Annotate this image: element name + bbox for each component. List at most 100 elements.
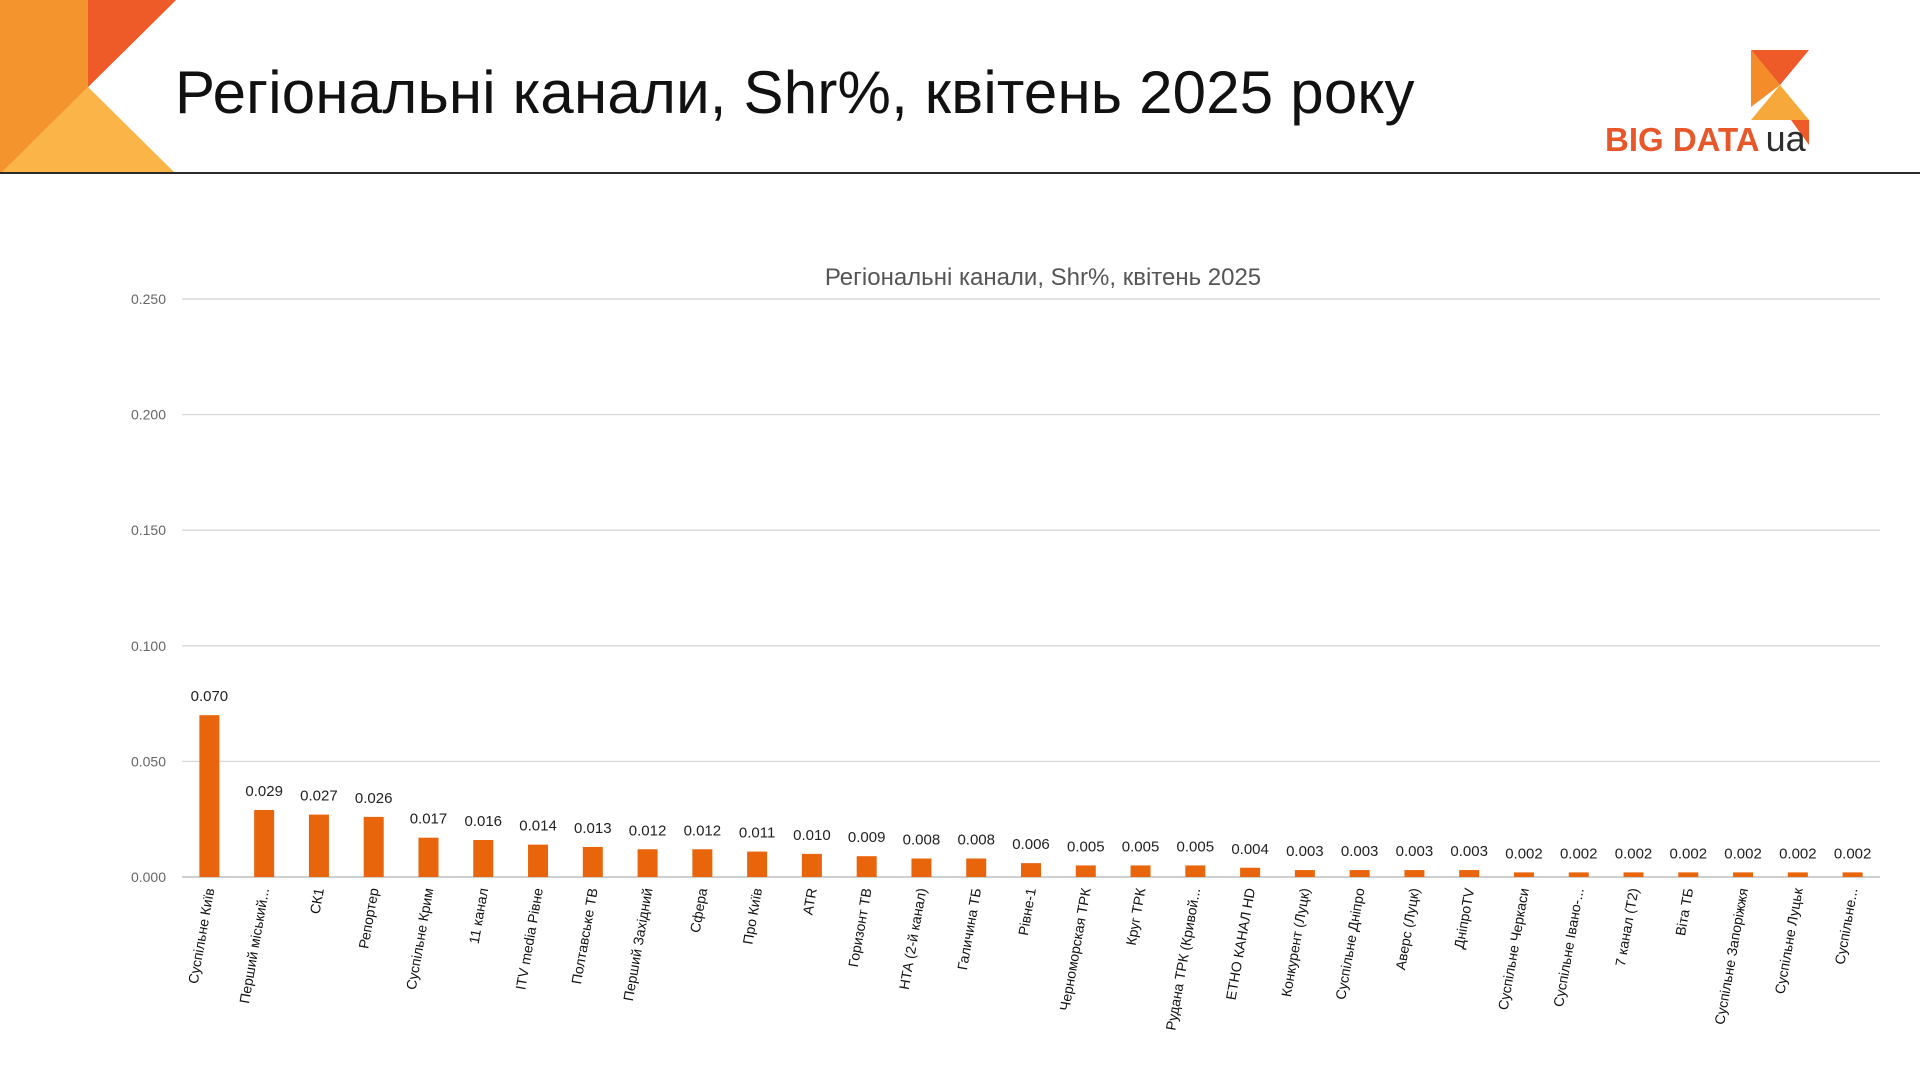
data-label: 0.003 <box>1396 843 1434 860</box>
bar <box>856 856 877 877</box>
x-tick-label: Черноморская ТРК <box>1056 886 1093 1012</box>
x-tick-label: Суспільне Запоріжжя <box>1711 887 1751 1026</box>
bar <box>1733 872 1754 877</box>
x-tick-label: ЕТНО КАНАЛ HD <box>1223 887 1258 1001</box>
x-tick-label: Перший Західний <box>620 887 656 1002</box>
x-axis: Суспільне Київ Перший міський... СК1 Репорт… <box>185 886 1861 1032</box>
bar <box>473 840 494 877</box>
bar <box>308 814 329 877</box>
data-label: 0.027 <box>300 788 338 805</box>
bar <box>1513 872 1534 877</box>
x-tick-label: Суспільне Івано-... <box>1550 887 1587 1008</box>
data-label: 0.013 <box>574 820 612 837</box>
data-label: 0.026 <box>355 790 393 807</box>
data-label: 0.002 <box>1779 845 1817 862</box>
x-tick-label: НТА (2-й канал) <box>896 887 930 991</box>
big-data-logo-icon <box>1751 50 1809 145</box>
x-tick-label: Аверс (Луцк) <box>1392 887 1422 971</box>
x-tick-label: Суспільне Луцьк <box>1771 886 1806 995</box>
x-tick-label: Галичина ТБ <box>954 887 984 971</box>
data-label: 0.009 <box>848 829 886 846</box>
bar <box>801 853 822 877</box>
data-label: 0.002 <box>1670 845 1708 862</box>
data-label: 0.014 <box>519 818 557 835</box>
x-tick-label: Про Київ <box>739 887 765 946</box>
x-tick-label: ДніпроTV <box>1451 886 1478 950</box>
x-tick-label: Суспільне Крим <box>403 887 437 991</box>
chart-bars <box>199 715 1863 877</box>
x-tick-label: Віта ТБ <box>1672 887 1696 937</box>
page-title: Регіональні канали, Shr%, квітень 2025 р… <box>175 59 1415 126</box>
header-divider <box>0 172 1920 174</box>
bar <box>1075 865 1096 877</box>
y-tick-label: 0.250 <box>131 291 166 307</box>
x-tick-label: Суспільне Черкаси <box>1495 887 1532 1011</box>
x-tick-label: Конкурент (Луцк) <box>1278 887 1313 998</box>
corner-decoration <box>0 0 176 174</box>
bar <box>1185 865 1206 877</box>
bar <box>692 849 713 877</box>
bar <box>1459 870 1480 877</box>
x-tick-label: СК1 <box>307 887 327 916</box>
bar <box>1021 863 1041 877</box>
chart-gridlines <box>182 298 1880 878</box>
data-label: 0.005 <box>1177 838 1215 855</box>
bar-chart: Регіональні канали, Shr%, квітень 2025 0… <box>131 264 1880 1032</box>
bar <box>582 846 603 877</box>
data-label: 0.008 <box>903 832 941 849</box>
data-label: 0.003 <box>1286 843 1324 860</box>
y-tick-label: 0.150 <box>131 522 166 538</box>
x-tick-label: Рудана ТРК (Кривой... <box>1162 887 1203 1032</box>
data-label: 0.029 <box>245 783 283 800</box>
bar <box>363 816 384 877</box>
data-label: 0.006 <box>1012 836 1050 853</box>
data-label: 0.017 <box>410 811 448 828</box>
bar <box>1568 872 1589 877</box>
logo-suffix: ua <box>1765 118 1806 159</box>
y-tick-label: 0.200 <box>131 407 166 423</box>
data-label: 0.002 <box>1834 845 1872 862</box>
bar <box>418 837 439 877</box>
bar <box>1130 865 1151 877</box>
bar <box>199 715 220 877</box>
chart-title: Регіональні канали, Shr%, квітень 2025 <box>825 264 1261 291</box>
y-axis: 0.000 0.050 0.100 0.150 0.200 0.250 <box>131 291 166 885</box>
bar <box>747 851 768 877</box>
bar <box>528 844 549 877</box>
data-label: 0.002 <box>1615 845 1653 862</box>
x-tick-label: Репортер <box>355 887 381 950</box>
data-label: 0.004 <box>1231 841 1269 858</box>
bar <box>254 809 275 877</box>
bar <box>1623 872 1644 877</box>
x-tick-label: 11 канал <box>466 887 492 945</box>
x-tick-label: Сфера <box>687 887 711 934</box>
data-labels: 0.070 0.029 0.027 0.026 0.017 0.016 0.014 0.013… <box>191 688 1872 862</box>
y-tick-label: 0.050 <box>131 753 166 769</box>
x-tick-label: Круг ТРК <box>1123 886 1149 947</box>
data-label: 0.012 <box>684 822 722 839</box>
bar <box>966 858 987 877</box>
data-label: 0.005 <box>1122 838 1160 855</box>
data-label: 0.003 <box>1450 843 1488 860</box>
data-label: 0.070 <box>191 688 229 705</box>
bar <box>1678 872 1699 877</box>
logo-text: BIG DATA ua <box>1605 118 1806 160</box>
data-label: 0.005 <box>1067 838 1105 855</box>
data-label: 0.002 <box>1724 845 1762 862</box>
x-tick-label: ITV media Рівне <box>512 887 546 992</box>
y-tick-label: 0.000 <box>131 869 166 885</box>
x-tick-label: Рівне-1 <box>1015 887 1039 937</box>
x-tick-label: 7 канал (Т2) <box>1612 887 1641 968</box>
data-label: 0.010 <box>793 827 831 844</box>
bar <box>1842 872 1863 877</box>
data-label: 0.011 <box>739 825 775 842</box>
bar <box>1349 870 1370 877</box>
x-tick-label: Суспільне Дніпро <box>1332 887 1367 1001</box>
data-label: 0.008 <box>957 832 995 849</box>
data-label: 0.003 <box>1341 843 1379 860</box>
bar <box>1240 867 1261 877</box>
bar <box>637 849 658 877</box>
data-label: 0.016 <box>464 813 502 830</box>
x-tick-label: Суспільне Київ <box>185 887 218 985</box>
y-tick-label: 0.100 <box>131 638 166 654</box>
